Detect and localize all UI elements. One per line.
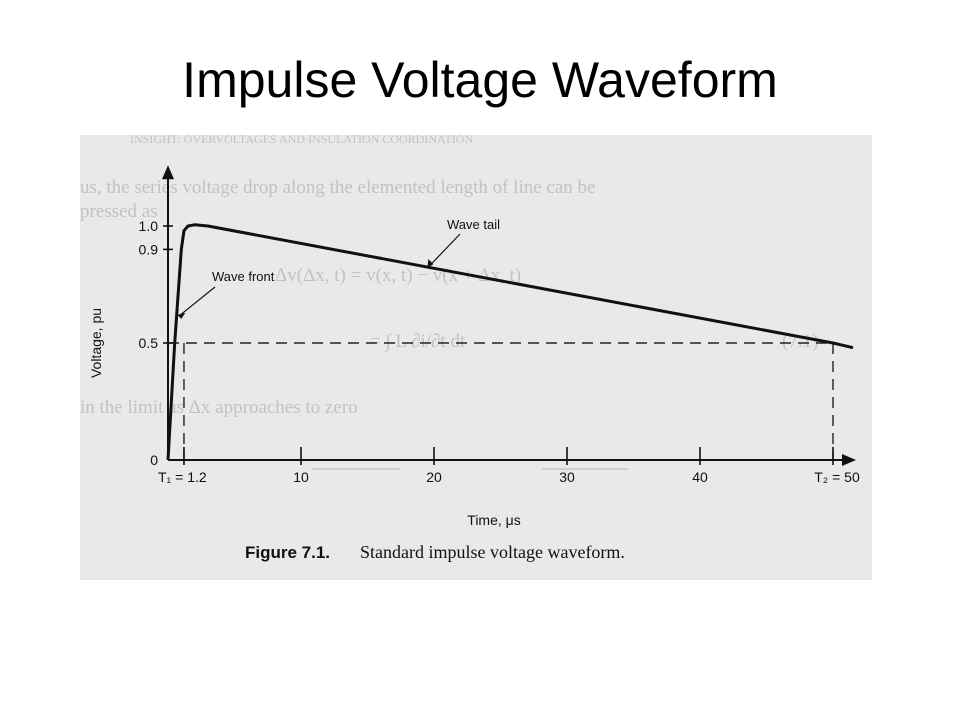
x-axis-arrow bbox=[842, 454, 856, 466]
caption-text: Standard impulse voltage waveform. bbox=[360, 542, 625, 562]
bleed-line-1: us, the series voltage drop along the el… bbox=[80, 177, 595, 198]
y-tick-label: 0.9 bbox=[139, 241, 159, 257]
slide-title: Impulse Voltage Waveform bbox=[182, 52, 778, 108]
annotations: Wave front Wave tail bbox=[177, 217, 500, 319]
y-axis-label: Voltage, pu bbox=[88, 308, 104, 378]
axes: Time, μs Voltage, pu bbox=[88, 165, 856, 528]
x-tick-label: T₁ = 1.2 bbox=[158, 469, 207, 485]
x-axis-label: Time, μs bbox=[467, 512, 520, 528]
wave-tail-label: Wave tail bbox=[447, 217, 500, 232]
bleed-through: INSIGHT: OVERVOLTAGES AND INSULATION COO… bbox=[80, 135, 818, 470]
y-tick-label: 0.5 bbox=[139, 335, 159, 351]
x-tick-label: 10 bbox=[293, 469, 309, 485]
x-tick-label: 40 bbox=[692, 469, 708, 485]
wave-tail-arrowhead bbox=[427, 259, 434, 269]
bleed-header: INSIGHT: OVERVOLTAGES AND INSULATION COO… bbox=[130, 135, 473, 146]
x-tick-label: 30 bbox=[559, 469, 575, 485]
x-tick-label: T₂ = 50 bbox=[814, 469, 860, 485]
wave-tail-leader bbox=[426, 233, 461, 269]
y-tick-label: 1.0 bbox=[139, 218, 159, 234]
x-tick-label: 20 bbox=[426, 469, 442, 485]
scanned-figure: INSIGHT: OVERVOLTAGES AND INSULATION COO… bbox=[80, 135, 872, 580]
bleed-equation-2: = ∫ L ∂i/∂t dt bbox=[370, 331, 466, 353]
y-tick-label: 0 bbox=[150, 452, 158, 468]
bleed-line-3: in the limit as Δx approaches to zero bbox=[80, 397, 358, 418]
waveform-line bbox=[166, 223, 854, 461]
caption-number: Figure 7.1. bbox=[245, 543, 330, 562]
impulse-waveform-chart: INSIGHT: OVERVOLTAGES AND INSULATION COO… bbox=[80, 135, 860, 562]
reference-lines bbox=[168, 342, 834, 460]
waveform-curve bbox=[166, 223, 854, 461]
wave-front-label: Wave front bbox=[212, 269, 275, 284]
wave-front-arrowhead bbox=[177, 312, 186, 319]
bleed-line-2: pressed as bbox=[80, 201, 158, 222]
tick-labels: 0 0.5 0.9 1.0 T₁ = 1.2 10 20 30 40 T₂ = 50 bbox=[139, 218, 860, 485]
y-axis-arrow bbox=[162, 165, 174, 180]
bleed-equation-1: Δv(Δx, t) = v(x, t) − v(x + Δx, t) bbox=[275, 265, 521, 286]
wave-front-leader bbox=[179, 286, 216, 316]
